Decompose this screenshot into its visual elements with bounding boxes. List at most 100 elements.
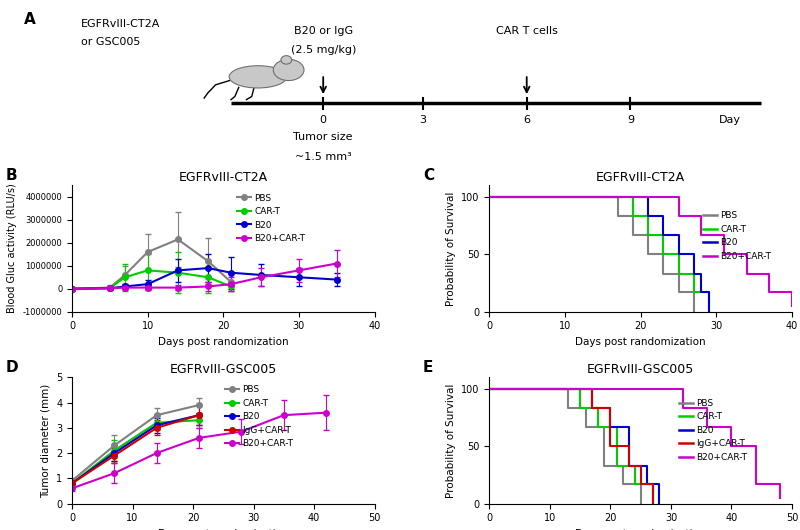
PBS [674, 289, 683, 295]
IgG+CAR-T [485, 386, 494, 392]
B20 [485, 386, 494, 392]
CAR-T [658, 232, 668, 238]
B20 [689, 271, 698, 277]
PBS [598, 194, 608, 200]
B20 [642, 481, 651, 487]
B20 [570, 386, 579, 392]
B20+CAR-T [594, 386, 603, 392]
CAR-T [612, 423, 622, 430]
CAR-T [612, 463, 622, 469]
B20 [624, 423, 634, 430]
CAR-T [630, 463, 639, 469]
CAR-T [643, 213, 653, 219]
CAR-T [485, 386, 494, 392]
B20 [704, 289, 714, 295]
Line: PBS: PBS [490, 197, 694, 312]
CAR-T [674, 251, 683, 258]
B20+CAR-T [775, 481, 785, 487]
PBS [485, 194, 494, 200]
B20+CAR-T [751, 443, 761, 449]
B20+CAR-T [674, 213, 683, 219]
Text: or GSC005: or GSC005 [82, 37, 141, 47]
B20 [624, 463, 634, 469]
B20 [658, 213, 668, 219]
B20+CAR-T [765, 271, 774, 277]
Y-axis label: Tumor diameter (mm): Tumor diameter (mm) [41, 383, 50, 498]
Text: B: B [6, 169, 17, 183]
CAR-T [643, 232, 653, 238]
Ellipse shape [229, 66, 286, 88]
B20+CAR-T [651, 194, 661, 200]
B20 [570, 386, 579, 392]
Text: Tumor size: Tumor size [294, 132, 353, 143]
PBS [545, 386, 554, 392]
B20 [654, 481, 664, 487]
Text: EGFRvIII-CT2A: EGFRvIII-CT2A [82, 19, 161, 29]
PBS [628, 232, 638, 238]
PBS [563, 405, 573, 411]
CAR-T [558, 386, 567, 392]
PBS [636, 481, 646, 487]
B20+CAR-T [678, 386, 688, 392]
Legend: PBS, CAR-T, B20, IgG+CAR-T, B20+CAR-T: PBS, CAR-T, B20, IgG+CAR-T, B20+CAR-T [222, 382, 297, 452]
PBS [618, 481, 627, 487]
CAR-T [630, 481, 639, 487]
B20+CAR-T [726, 423, 736, 430]
Line: B20: B20 [490, 389, 659, 504]
Line: CAR-T: CAR-T [490, 389, 653, 504]
CAR-T [606, 194, 615, 200]
Y-axis label: Probability of Survival: Probability of Survival [446, 191, 456, 306]
X-axis label: Days post randomization: Days post randomization [575, 337, 706, 347]
IgG+CAR-T [648, 481, 658, 487]
X-axis label: Days post randomization: Days post randomization [158, 529, 289, 530]
B20 [689, 251, 698, 258]
B20 [628, 194, 638, 200]
Y-axis label: Probability of Survival: Probability of Survival [446, 383, 456, 498]
PBS [628, 213, 638, 219]
X-axis label: Days post randomization: Days post randomization [575, 529, 706, 530]
PBS [598, 194, 608, 200]
CAR-T [704, 289, 714, 295]
B20 [674, 232, 683, 238]
CAR-T [689, 289, 698, 295]
B20+CAR-T [775, 494, 785, 501]
B20+CAR-T [594, 386, 603, 392]
IgG+CAR-T [624, 463, 634, 469]
Legend: PBS, CAR-T, B20, B20+CAR-T: PBS, CAR-T, B20, B20+CAR-T [700, 208, 775, 264]
CAR-T [648, 500, 658, 507]
IgG+CAR-T [636, 481, 646, 487]
PBS [614, 213, 623, 219]
PBS [689, 289, 698, 295]
B20 [704, 308, 714, 315]
PBS [563, 386, 573, 392]
B20+CAR-T [485, 194, 494, 200]
PBS [600, 423, 610, 430]
B20 [606, 423, 615, 430]
B20 [643, 213, 653, 219]
PBS [636, 500, 646, 507]
B20 [587, 386, 597, 392]
Line: CAR-T: CAR-T [490, 197, 709, 312]
X-axis label: Days post randomization: Days post randomization [158, 337, 289, 347]
B20 [643, 194, 653, 200]
B20 [587, 405, 597, 411]
PBS [614, 194, 623, 200]
CAR-T [628, 194, 638, 200]
B20+CAR-T [674, 194, 683, 200]
Text: 6: 6 [523, 115, 530, 125]
IgG+CAR-T [606, 405, 615, 411]
IgG+CAR-T [606, 443, 615, 449]
PBS [600, 463, 610, 469]
IgG+CAR-T [570, 386, 579, 392]
B20+CAR-T [651, 194, 661, 200]
Line: PBS: PBS [490, 389, 641, 504]
Text: D: D [6, 360, 18, 375]
Text: A: A [24, 12, 35, 27]
CAR-T [704, 308, 714, 315]
PBS [582, 423, 591, 430]
CAR-T [628, 213, 638, 219]
B20 [697, 289, 706, 295]
B20+CAR-T [719, 251, 729, 258]
Text: 0: 0 [320, 115, 326, 125]
B20+CAR-T [751, 481, 761, 487]
